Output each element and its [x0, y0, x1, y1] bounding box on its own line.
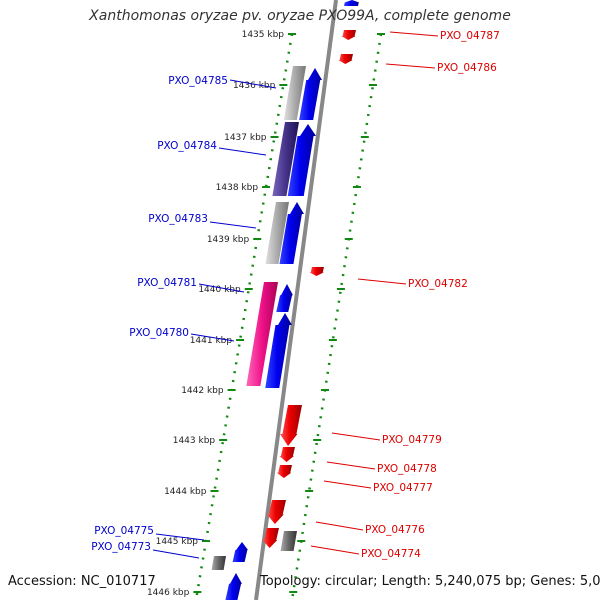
reverse-gene-label[interactable]: PXO_04777: [373, 482, 433, 494]
forward-gene-label[interactable]: PXO_04780: [129, 327, 189, 339]
reverse-gene-arrow[interactable]: [279, 447, 295, 462]
gene-block-gray[interactable]: [265, 202, 289, 264]
tick-label: 1441 kbp: [190, 336, 233, 346]
gene-block-dark[interactable]: [211, 556, 226, 570]
tick-label: 1440 kbp: [198, 285, 241, 295]
forward-gene-label[interactable]: PXO_04775: [94, 525, 154, 537]
forward-gene-label[interactable]: PXO_04785: [168, 75, 228, 87]
left-tick-track: [194, 33, 294, 600]
tick-label: 1439 kbp: [207, 235, 250, 245]
reverse-gene-arrow[interactable]: [309, 267, 324, 276]
forward-gene-arrow[interactable]: [287, 124, 316, 196]
genome-backbone: [254, 0, 338, 600]
forward-gene-label[interactable]: PXO_04784: [157, 140, 217, 152]
gene-block-dark[interactable]: [280, 531, 297, 551]
tick-label: 1445 kbp: [156, 537, 199, 547]
accession-label: Accession: NC_010717: [8, 574, 156, 589]
forward-gene-arrow[interactable]: [299, 68, 322, 120]
tick-label: 1436 kbp: [233, 81, 276, 91]
reverse-label-leader: [357, 278, 407, 285]
forward-gene-arrow[interactable]: [232, 542, 248, 562]
forward-label-leader: [198, 283, 245, 293]
reverse-gene-arrow[interactable]: [266, 500, 286, 524]
reverse-gene-arrow[interactable]: [262, 528, 279, 548]
reverse-gene-arrow[interactable]: [338, 54, 353, 64]
tick-label: 1435 kbp: [242, 30, 285, 40]
reverse-gene-arrow[interactable]: [276, 465, 292, 478]
tick-label: 1446 kbp: [147, 588, 190, 598]
reverse-label-leader: [331, 432, 381, 441]
forward-label-leader: [155, 533, 205, 541]
reverse-label-leader: [385, 63, 436, 69]
forward-gene-arrow[interactable]: [225, 573, 242, 600]
reverse-gene-label[interactable]: PXO_04787: [440, 30, 500, 42]
forward-gene-label[interactable]: PXO_04781: [137, 277, 197, 289]
forward-label-leader: [190, 333, 235, 342]
forward-label-leader: [209, 221, 257, 229]
forward-label-leader: [229, 79, 277, 89]
reverse-label-leader: [310, 545, 360, 555]
forward-gene-label[interactable]: PXO_04773: [91, 541, 151, 553]
forward-gene-arrow[interactable]: [279, 202, 304, 264]
tick-label: 1444 kbp: [164, 487, 207, 497]
reverse-label-leader: [389, 31, 439, 37]
tick-label: 1442 kbp: [181, 386, 224, 396]
gene-block-purple[interactable]: [272, 122, 299, 196]
reverse-gene-arrow[interactable]: [341, 30, 356, 40]
forward-label-leader: [218, 147, 267, 156]
reverse-gene-label[interactable]: PXO_04779: [382, 434, 442, 446]
reverse-label-leader: [323, 480, 372, 489]
forward-gene-arrow[interactable]: [343, 0, 359, 6]
reverse-label-leader: [315, 521, 364, 531]
genome-summary-label: Topology: circular; Length: 5,240,075 bp…: [260, 574, 600, 589]
right-tick-track: [290, 33, 383, 600]
forward-gene-arrow[interactable]: [265, 313, 292, 388]
gene-block-pink[interactable]: [246, 282, 278, 386]
gene-block-gray[interactable]: [283, 66, 306, 120]
reverse-gene-label[interactable]: PXO_04774: [361, 548, 421, 560]
forward-gene-label[interactable]: PXO_04783: [148, 213, 208, 225]
reverse-gene-label[interactable]: PXO_04782: [408, 278, 468, 290]
genome-title: Xanthomonas oryzae pv. oryzae PXO99A, co…: [89, 8, 511, 24]
tick-label: 1443 kbp: [173, 436, 216, 446]
reverse-gene-label[interactable]: PXO_04786: [437, 62, 497, 74]
reverse-gene-label[interactable]: PXO_04778: [377, 463, 437, 475]
tick-label: 1437 kbp: [224, 133, 267, 143]
reverse-gene-label[interactable]: PXO_04776: [365, 524, 425, 536]
reverse-gene-arrow[interactable]: [280, 405, 302, 446]
tick-label: 1438 kbp: [216, 183, 259, 193]
forward-label-leader: [152, 549, 200, 559]
reverse-label-leader: [326, 461, 376, 470]
forward-gene-arrow[interactable]: [276, 284, 293, 312]
